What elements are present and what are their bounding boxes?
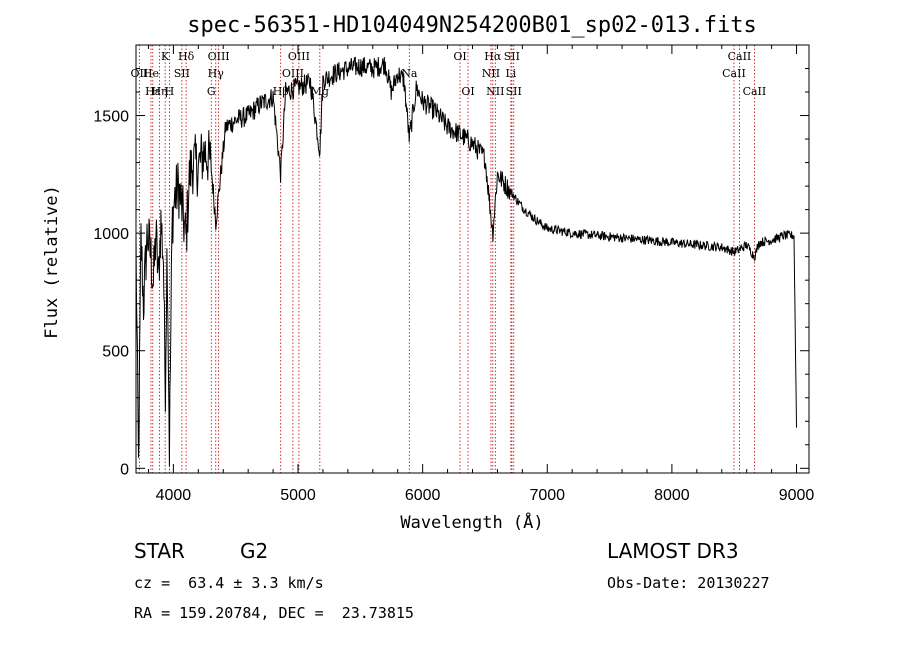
plot-area: 4000 5000 6000 7000 8000 9000 0 500 1000 1500 bbox=[93, 44, 815, 504]
marker-label: OI bbox=[453, 50, 466, 63]
marker-label: He bbox=[143, 67, 159, 80]
marker-label: H bbox=[165, 85, 175, 98]
obs-date: Obs-Date: 20130227 bbox=[607, 574, 770, 592]
redshift-text: cz = 63.4 ± 3.3 km/s bbox=[134, 574, 324, 592]
spectrum-line bbox=[135, 56, 797, 467]
x-tick-label: 5000 bbox=[280, 487, 316, 504]
marker-label: OII bbox=[131, 67, 149, 80]
marker-label: Hε bbox=[145, 85, 161, 98]
marker-label: G bbox=[207, 85, 216, 98]
marker-label: SII bbox=[504, 50, 520, 63]
marker-label: Li bbox=[505, 67, 516, 80]
y-axis-label: Flux (relative) bbox=[42, 185, 62, 339]
marker-label: Hγ bbox=[208, 67, 225, 80]
marker-label: OIII bbox=[282, 67, 304, 80]
coordinates: RA = 159.20784, DEC = 23.73815 bbox=[134, 604, 414, 622]
marker-label: Hα bbox=[484, 50, 502, 63]
survey-name: LAMOST DR3 bbox=[607, 539, 739, 563]
x-tick-label: 9000 bbox=[779, 487, 815, 504]
chart-title: spec-56351-HD104049N254200B01_sp02-013.f… bbox=[187, 13, 757, 38]
y-tick-label: 1500 bbox=[93, 109, 129, 126]
marker-label: NII bbox=[486, 85, 504, 98]
y-tick-label: 500 bbox=[102, 344, 129, 361]
x-tick-label: 8000 bbox=[654, 487, 690, 504]
x-tick-label: 4000 bbox=[156, 487, 192, 504]
marker-label: K bbox=[161, 50, 170, 63]
plot-frame bbox=[135, 44, 810, 474]
marker-label: Hδ bbox=[178, 50, 195, 63]
marker-label: OI bbox=[461, 85, 474, 98]
x-axis-label: Wavelength (Å) bbox=[400, 511, 543, 533]
y-tick-label: 0 bbox=[120, 461, 129, 478]
marker-label: CaII bbox=[722, 67, 746, 80]
object-subclass: G2 bbox=[240, 539, 269, 563]
marker-label: OIII bbox=[208, 50, 230, 63]
marker-label: SII bbox=[174, 67, 190, 80]
marker-label: CaII bbox=[728, 50, 752, 63]
object-class: STAR bbox=[134, 539, 185, 563]
marker-label: NII bbox=[482, 67, 500, 80]
y-tick-label: 1000 bbox=[93, 226, 129, 243]
marker-label: SII bbox=[506, 85, 522, 98]
marker-label: OIII bbox=[288, 50, 310, 63]
marker-label: Hβ bbox=[273, 85, 289, 98]
marker-label: CaII bbox=[743, 85, 767, 98]
x-tick-label: 7000 bbox=[529, 487, 565, 504]
marker-label: Na bbox=[401, 67, 418, 80]
marker-label: Hη bbox=[151, 85, 167, 98]
x-tick-label: 6000 bbox=[405, 487, 441, 504]
